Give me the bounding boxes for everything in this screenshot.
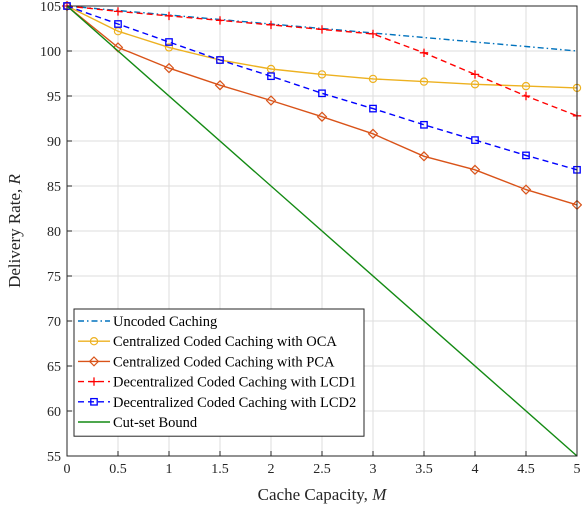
y-tick-label: 70 xyxy=(47,315,61,330)
data-point xyxy=(216,56,224,64)
legend-label: Centralized Coded Caching with OCA xyxy=(113,334,337,350)
x-tick-label: 1.5 xyxy=(211,462,229,477)
data-point xyxy=(368,29,378,39)
legend-box xyxy=(73,308,365,437)
y-tick-label: 55 xyxy=(47,450,61,465)
data-point xyxy=(418,151,430,162)
data-point xyxy=(471,136,479,144)
data-point xyxy=(522,151,530,160)
y-tick-label: 90 xyxy=(47,135,61,150)
data-point xyxy=(113,7,123,16)
legend-label: Cut-set Bound xyxy=(113,415,198,431)
legend: Uncoded Caching Centralized Coded Caching… xyxy=(73,308,365,437)
data-point xyxy=(317,70,327,79)
legend-label: Decentralized Coded Caching with LCD1 xyxy=(113,375,356,391)
x-tick-label: 2 xyxy=(268,462,275,477)
data-point xyxy=(367,128,379,140)
legend-label: Centralized Coded Caching with PCA xyxy=(113,354,335,370)
x-tick-label: 5 xyxy=(574,462,581,477)
x-tick-label: 4.5 xyxy=(517,462,535,477)
series-line xyxy=(66,5,578,457)
data-point xyxy=(419,48,429,57)
data-point xyxy=(470,70,480,79)
data-point xyxy=(369,104,377,113)
data-point xyxy=(114,20,122,28)
y-tick-label: 75 xyxy=(47,270,61,285)
series-line xyxy=(66,5,578,89)
data-point xyxy=(265,95,277,106)
data-point xyxy=(317,25,327,34)
series-1 xyxy=(66,5,578,52)
x-tick-label: 3.5 xyxy=(415,462,433,477)
x-tick-label: 3 xyxy=(370,462,377,477)
y-tick-label: 60 xyxy=(47,405,61,420)
x-tick-label: 2.5 xyxy=(313,462,331,477)
tick-labels: 0 0.5 1 1.5 2 2.5 3 3.5 4 4.5 55560657075808590951… xyxy=(40,0,581,477)
legend-label: Uncoded Caching xyxy=(113,314,217,330)
series-6 xyxy=(66,5,578,457)
y-tick-label: 65 xyxy=(47,360,61,375)
x-tick-label: 0 xyxy=(64,462,71,477)
data-point xyxy=(318,89,326,98)
data-point xyxy=(165,38,173,46)
y-tick-label: 100 xyxy=(40,45,61,60)
data-point xyxy=(316,111,328,122)
series-line xyxy=(66,5,578,117)
data-point xyxy=(521,91,531,101)
y-tick-label: 105 xyxy=(40,0,61,15)
x-axis-label: Cache Capacity, M xyxy=(258,485,388,504)
series-layer xyxy=(61,0,582,457)
data-point xyxy=(420,120,428,129)
data-point xyxy=(164,43,174,52)
legend-entry: Decentralized Coded Caching with LCD1 xyxy=(78,375,356,391)
data-point xyxy=(215,16,225,25)
y-tick-label: 80 xyxy=(47,225,61,240)
y-tick-label: 85 xyxy=(47,180,61,195)
data-point xyxy=(164,11,174,21)
data-point xyxy=(521,81,531,91)
legend-entry: Uncoded Caching xyxy=(78,314,217,330)
x-tick-label: 1 xyxy=(166,462,173,477)
data-point xyxy=(214,79,226,91)
data-point xyxy=(266,20,276,30)
data-point xyxy=(163,62,175,74)
data-point xyxy=(419,77,429,86)
legend-marker xyxy=(88,356,100,367)
legend-entry: Centralized Coded Caching with PCA xyxy=(78,354,335,370)
legend-entry: Centralized Coded Caching with OCA xyxy=(78,334,337,350)
legend-marker xyxy=(89,337,99,346)
series-line xyxy=(66,5,578,171)
legend-label: Decentralized Coded Caching with LCD2 xyxy=(113,395,356,411)
x-tick-label: 4 xyxy=(472,462,479,477)
series-line xyxy=(66,5,578,206)
y-tick-label: 95 xyxy=(47,90,61,105)
x-tick-label: 0.5 xyxy=(109,462,127,477)
data-point xyxy=(520,184,532,195)
legend-marker xyxy=(90,397,98,406)
data-point xyxy=(469,164,481,176)
data-point xyxy=(267,72,275,81)
data-point xyxy=(470,80,480,89)
series-line xyxy=(66,5,578,52)
legend-entry: Decentralized Coded Caching with LCD2 xyxy=(78,395,356,411)
legend-entry: Cut-set Bound xyxy=(78,415,198,431)
legend-marker xyxy=(89,377,99,386)
y-axis-label: Delivery Rate, R xyxy=(5,174,24,288)
data-point xyxy=(368,74,378,84)
